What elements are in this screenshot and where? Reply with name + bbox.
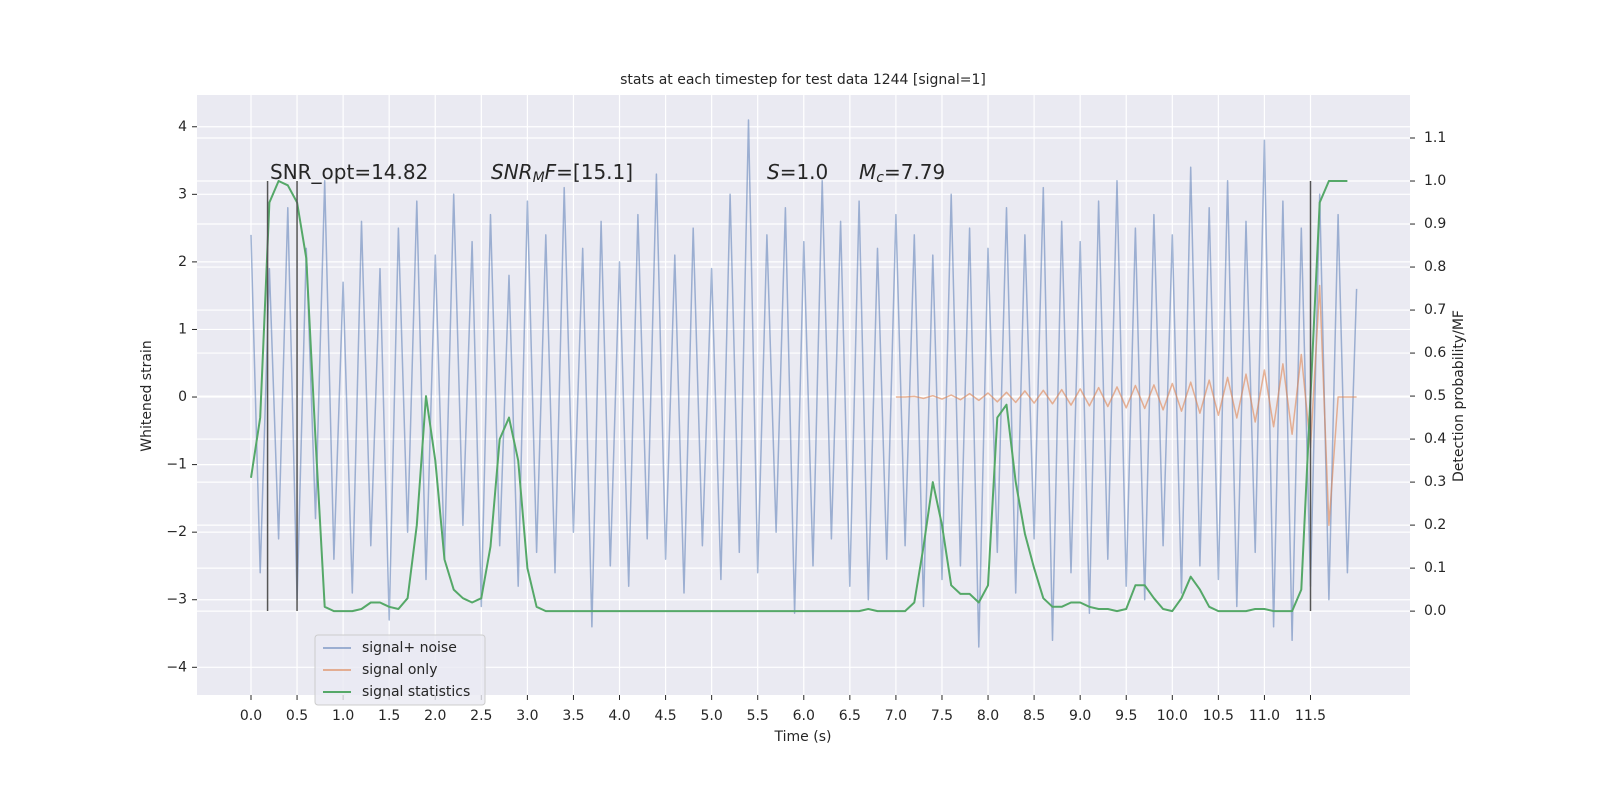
x-tick-label: 11.0 <box>1249 708 1280 724</box>
y2-tick-label: 0.2 <box>1424 517 1446 533</box>
y2-axis-label: Detection probability/MF <box>1451 310 1467 482</box>
legend-label: signal statistics <box>362 684 470 700</box>
y-tick-label: −3 <box>166 592 187 608</box>
x-tick-label: 4.0 <box>608 708 630 724</box>
annotation-part: M <box>859 160 876 184</box>
y2-tick-label: 0.4 <box>1424 431 1446 447</box>
annotation: S=1.0 <box>767 160 828 184</box>
x-tick-label: 8.5 <box>1023 708 1045 724</box>
legend-box <box>314 634 486 706</box>
series-line <box>895 284 1357 527</box>
y2-tick-label: 0.7 <box>1424 302 1446 318</box>
x-tick-label: 1.5 <box>378 708 400 724</box>
x-tick-label: 3.0 <box>516 708 538 724</box>
x-tick-label: 7.0 <box>885 708 907 724</box>
y-tick-label: −2 <box>166 524 187 540</box>
y2-tick-label: 0.8 <box>1424 259 1446 275</box>
annotation: Mc=7.79 <box>859 160 945 187</box>
x-tick-label: 6.5 <box>839 708 861 724</box>
series-line <box>250 119 1358 648</box>
y2-tick-label: 0.0 <box>1424 603 1446 619</box>
annotation: SNR_opt=14.82 <box>270 160 428 184</box>
x-tick-label: 10.5 <box>1203 708 1234 724</box>
y2-tick-label: 1.1 <box>1424 130 1446 146</box>
x-tick-label: 3.5 <box>562 708 584 724</box>
x-tick-label: 9.0 <box>1069 708 1091 724</box>
x-tick-label: 1.0 <box>332 708 354 724</box>
y-tick-label: 3 <box>178 186 187 202</box>
y-tick-label: −1 <box>166 457 187 473</box>
annotation-part: =1.0 <box>780 160 829 184</box>
y2-tick-label: 0.3 <box>1424 474 1446 490</box>
x-axis-label: Time (s) <box>774 729 832 745</box>
x-tick-label: 7.5 <box>931 708 953 724</box>
y2-tick-label: 0.1 <box>1424 560 1446 576</box>
annotation: SNRMF=[15.1] <box>491 160 633 187</box>
y-tick-label: 4 <box>178 119 187 135</box>
annotation-part: F <box>545 160 557 184</box>
y-axis-label: Whitened strain <box>139 340 155 451</box>
x-tick-label: 6.0 <box>793 708 815 724</box>
x-tick-label: 8.0 <box>977 708 999 724</box>
x-tick-label: 2.0 <box>424 708 446 724</box>
y2-tick-label: 0.9 <box>1424 216 1446 232</box>
y-tick-label: −4 <box>166 659 187 675</box>
y-tick-label: 2 <box>178 254 187 270</box>
annotation-part: SNR_opt=14.82 <box>270 160 428 184</box>
x-tick-label: 0.5 <box>286 708 308 724</box>
y-tick-label: 1 <box>178 321 187 337</box>
annotation-part: =[15.1] <box>556 160 633 184</box>
x-tick-label: 0.0 <box>240 708 262 724</box>
chart-title: stats at each timestep for test data 124… <box>620 72 986 88</box>
y2-tick-label: 0.6 <box>1424 345 1446 361</box>
annotation-part: =7.79 <box>884 160 945 184</box>
y2-tick-label: 1.0 <box>1424 173 1446 189</box>
y2-tick-label: 0.5 <box>1424 388 1446 404</box>
x-tick-label: 5.5 <box>747 708 769 724</box>
x-tick-label: 9.5 <box>1115 708 1137 724</box>
x-tick-label: 4.5 <box>654 708 676 724</box>
annotation-part: SNR <box>491 160 533 184</box>
x-tick-label: 5.0 <box>701 708 723 724</box>
x-tick-label: 11.5 <box>1295 708 1326 724</box>
x-tick-label: 10.0 <box>1157 708 1188 724</box>
legend-label: signal+ noise <box>362 640 457 656</box>
x-tick-label: 2.5 <box>470 708 492 724</box>
legend-label: signal only <box>362 662 437 678</box>
annotation-part: S <box>767 160 780 184</box>
annotation-part: M <box>533 170 545 186</box>
series-line <box>250 180 1348 613</box>
y-tick-label: 0 <box>178 389 187 405</box>
annotation-part: c <box>876 170 884 186</box>
